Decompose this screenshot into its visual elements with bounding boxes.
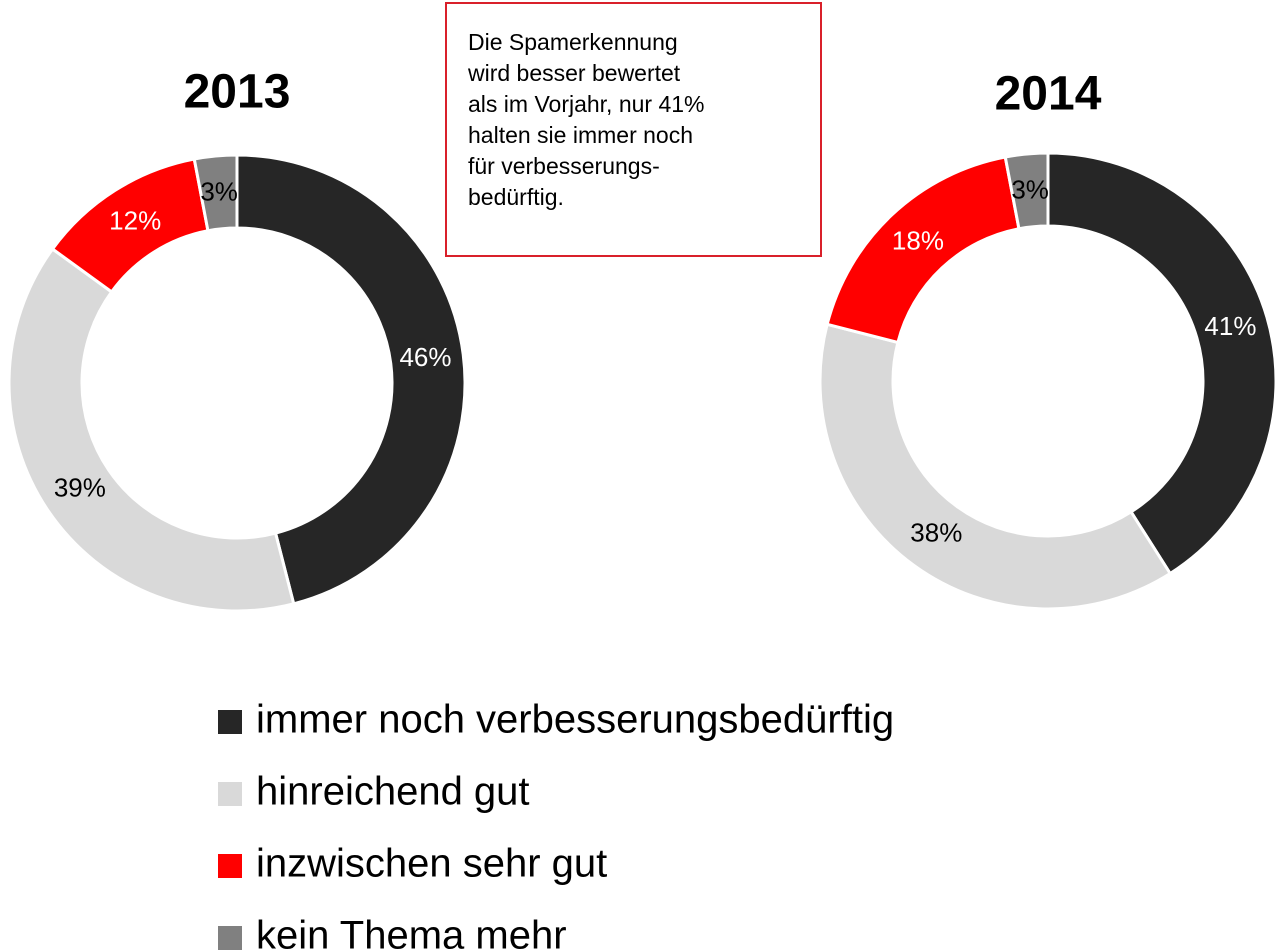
- data-label: 18%: [892, 225, 944, 255]
- data-label: 12%: [109, 205, 161, 235]
- data-label: 3%: [200, 177, 238, 207]
- legend-swatch: [218, 854, 242, 878]
- annotation-box: [445, 2, 822, 257]
- legend-label: inzwischen sehr gut: [256, 842, 607, 886]
- chart-title: 2013: [184, 66, 291, 119]
- data-label: 38%: [910, 518, 962, 548]
- annotation-text: bedürftig.: [468, 184, 564, 210]
- data-label: 46%: [399, 342, 451, 372]
- legend-label: kein Thema mehr: [256, 914, 567, 952]
- legend-label: hinreichend gut: [256, 770, 530, 814]
- donut-slice: [1046, 151, 1275, 576]
- legend-swatch: [218, 710, 242, 734]
- legend-label: immer noch verbesserungsbedürftig: [256, 698, 894, 742]
- annotation-text: für verbesserungs-: [468, 153, 660, 179]
- donut-slice: [818, 322, 1173, 611]
- donut-slice: [235, 153, 467, 606]
- data-label: 41%: [1204, 311, 1256, 341]
- data-label: 3%: [1011, 175, 1049, 205]
- legend-swatch: [218, 782, 242, 806]
- donut-slice: [1003, 151, 1050, 231]
- chart-title: 2014: [995, 68, 1102, 121]
- annotation-text: wird besser bewertet: [467, 60, 681, 86]
- data-label: 39%: [54, 473, 106, 503]
- donut-slice: [192, 153, 239, 233]
- legend-swatch: [218, 926, 242, 950]
- annotation-text: Die Spamerkennung: [468, 29, 678, 55]
- annotation-text: halten sie immer noch: [468, 122, 693, 148]
- annotation-text: als im Vorjahr, nur 41%: [468, 91, 705, 117]
- donut-slice: [7, 246, 296, 613]
